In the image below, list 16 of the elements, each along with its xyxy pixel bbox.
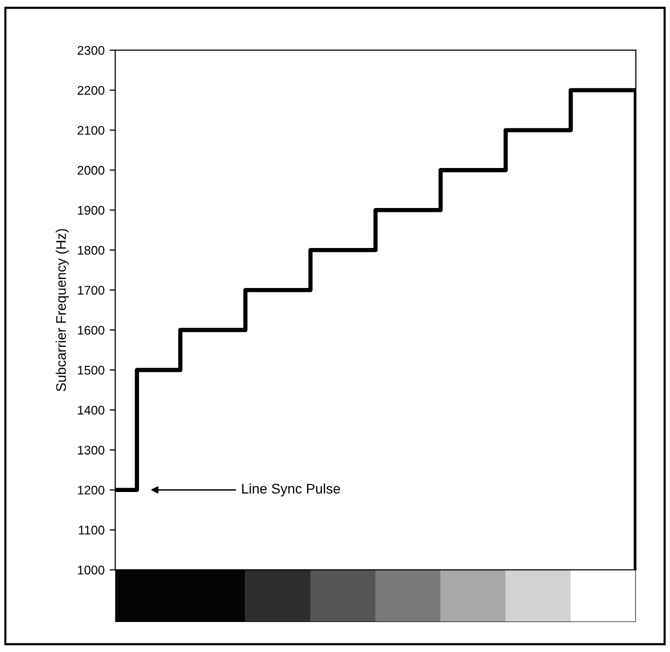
- y-tick-label: 1400: [78, 406, 104, 415]
- y-tick-label: 1600: [78, 326, 104, 335]
- annotation: Line Sync Pulse: [242, 483, 340, 496]
- y-tick-label: 1200: [78, 486, 104, 495]
- y-tick-label: 2000: [78, 166, 104, 175]
- y-tick-label: 1700: [78, 286, 104, 295]
- y-tick-label: 1100: [78, 526, 104, 535]
- y-tick-label: 1500: [78, 366, 104, 375]
- y-axis-title: Subcarrier Frequency (Hz): [56, 229, 69, 392]
- y-tick-label: 1300: [78, 446, 104, 455]
- y-tick-label: 1800: [78, 246, 104, 255]
- y-tick-label: 2200: [78, 86, 104, 95]
- y-tick-label: 1900: [78, 206, 104, 215]
- y-tick-label: 2100: [78, 126, 104, 135]
- y-tick-label: 2300: [78, 46, 104, 55]
- y-tick-label: 1000: [78, 566, 104, 574]
